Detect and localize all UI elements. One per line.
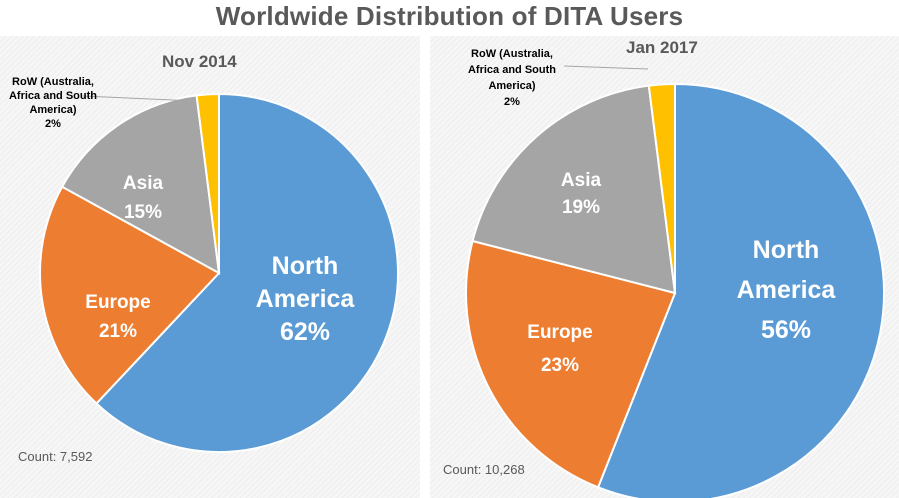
slice-row-jan-2017: [647, 82, 676, 294]
slice-row-nov-2014: [195, 92, 220, 274]
chart-subtitle-nov-2014: Nov 2014: [162, 52, 237, 71]
pie-chart-jan-2017-svg: North America 56% Europe 23% Asia 19% RoW (Aust…: [465, 48, 885, 498]
slice-asia-jan-2017: [471, 84, 677, 295]
pie-chart-nov-2014-svg: North America 62% Europe 21% Asia 15% RoW (Aust…: [9, 76, 399, 453]
pie-chart-nov-2014: North America 62% Europe 21% Asia 15% RoW (Aust…: [0, 36, 420, 498]
slice-europe-nov-2014: [39, 185, 221, 405]
data-label-row-nov-2014: RoW (Australia, Africa and South America) 2…: [9, 76, 97, 130]
pie-chart-jan-2017: North America 56% Europe 23% Asia 19% RoW (Aust…: [430, 36, 899, 498]
slice-asia-nov-2014: [60, 94, 221, 275]
data-label-north-america-nov-2014: North America 62%: [256, 252, 356, 346]
leader-line-row-nov-2014: [82, 95, 197, 102]
data-label-north-america-jan-2017: North America 56%: [737, 236, 837, 344]
data-label-europe-jan-2017: Europe 23%: [527, 322, 592, 376]
chart-subtitle-jan-2017: Jan 2017: [626, 38, 698, 57]
data-label-asia-nov-2014: Asia 15%: [123, 173, 164, 223]
data-label-asia-jan-2017: Asia 19%: [561, 170, 602, 218]
chart-title: Worldwide Distribution of DITA Users: [215, 1, 684, 31]
count-label-nov-2014: Count: 7,592: [18, 449, 93, 464]
slice-north-america-nov-2014: [95, 92, 399, 453]
slice-north-america-jan-2017: [596, 82, 885, 498]
count-label-jan-2017: Count: 10,268: [443, 462, 525, 477]
data-label-europe-nov-2014: Europe 21%: [85, 292, 150, 342]
leader-line-row-jan-2017: [563, 65, 649, 70]
data-label-row-jan-2017: RoW (Australia, Africa and South America) 2…: [468, 48, 556, 108]
slice-europe-jan-2017: [465, 239, 677, 489]
